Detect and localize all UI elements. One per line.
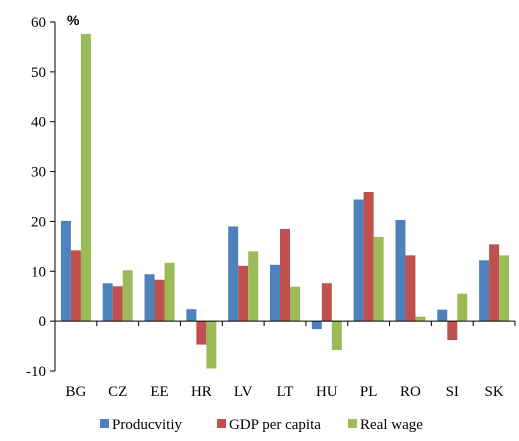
bar-hu-series-1 — [321, 283, 332, 322]
bar-ee-series-1 — [154, 279, 165, 322]
y-tick-label: 10 — [31, 264, 46, 280]
bar-hr-series-0 — [186, 309, 197, 322]
bar-si-series-1 — [447, 321, 458, 341]
bar-lv-series-0 — [228, 226, 239, 322]
y-tick-label: -10 — [26, 364, 46, 380]
bar-cz-series-1 — [112, 286, 123, 322]
bar-lv-series-2 — [248, 251, 259, 322]
bar-lv-series-1 — [238, 265, 249, 322]
bar-bg-series-2 — [80, 33, 91, 322]
legend: Producvitiy GDP per capita Real wage — [100, 417, 423, 433]
x-category-label: LV — [234, 384, 253, 400]
bar-bg-series-0 — [60, 220, 71, 322]
y-tick-label: 60 — [31, 15, 46, 31]
y-tick-label: 50 — [31, 65, 46, 81]
bar-si-series-0 — [437, 309, 448, 322]
bar-hu-series-2 — [331, 321, 342, 351]
x-category-label: PL — [360, 384, 378, 400]
legend-swatch-2 — [348, 419, 357, 428]
labels-layer: -10 0 10 20 30 40 50 60 BG CZ EE HR LV LT HU PL RO SI SK — [26, 15, 504, 400]
x-category-label: RO — [400, 384, 421, 400]
bar-sk-series-0 — [479, 260, 490, 322]
bar-hr-series-1 — [196, 321, 207, 345]
bar-lt-series-0 — [270, 264, 280, 322]
legend-label-2: Real wage — [360, 417, 423, 433]
bar-pl-series-0 — [353, 199, 364, 322]
bar-lt-series-1 — [280, 228, 290, 322]
x-category-label: SK — [484, 384, 503, 400]
bar-ro-series-0 — [395, 219, 406, 322]
x-category-label: BG — [65, 384, 86, 400]
legend-swatch-0 — [100, 419, 109, 428]
bar-cz-series-2 — [122, 270, 133, 322]
x-category-label: LT — [277, 384, 294, 400]
x-category-label: EE — [150, 384, 168, 400]
bar-si-series-2 — [457, 293, 468, 322]
y-tick-label: 0 — [39, 314, 47, 330]
bar-hu-series-0 — [311, 321, 322, 330]
bar-hr-series-2 — [206, 321, 217, 369]
bar-ro-series-1 — [405, 255, 416, 322]
bar-cz-series-0 — [102, 283, 113, 322]
axes-layer — [50, 21, 516, 372]
legend-label-1: GDP per capita — [229, 417, 321, 433]
y-tick-label: 20 — [31, 214, 46, 230]
bar-ee-series-2 — [164, 262, 175, 322]
bar-ee-series-0 — [144, 274, 155, 322]
y-tick-label: 30 — [31, 165, 46, 181]
bar-pl-series-2 — [373, 236, 384, 322]
bar-bg-series-1 — [70, 250, 81, 322]
x-category-label: HU — [316, 384, 338, 400]
y-unit-label: % — [67, 12, 80, 28]
bar-ro-series-2 — [415, 316, 426, 322]
bar-sk-series-1 — [489, 244, 500, 322]
bar-sk-series-2 — [499, 255, 510, 322]
x-category-label: CZ — [108, 384, 127, 400]
bar-pl-series-1 — [363, 192, 374, 322]
bar-lt-series-2 — [290, 286, 300, 322]
y-tick-label: 40 — [31, 115, 46, 131]
x-category-label: SI — [446, 384, 459, 400]
legend-label-0: Producvitiy — [112, 417, 182, 433]
x-category-label: HR — [191, 384, 212, 400]
bars-layer — [60, 33, 510, 369]
legend-swatch-1 — [217, 419, 226, 428]
